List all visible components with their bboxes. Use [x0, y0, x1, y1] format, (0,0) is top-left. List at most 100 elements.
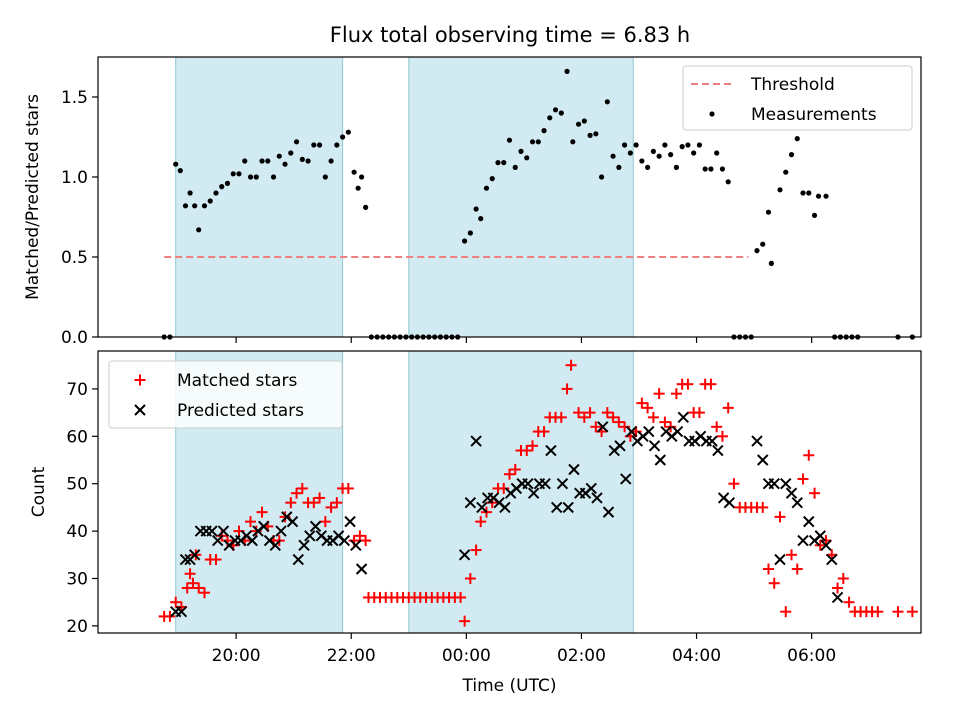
measurement-point — [547, 115, 553, 121]
observing-window — [408, 56, 634, 338]
measurement-point — [714, 150, 720, 156]
predicted-star-point — [476, 501, 488, 514]
y-tick-label: 0.0 — [61, 328, 88, 348]
measurement-point — [230, 171, 236, 177]
measurement-point — [187, 190, 193, 196]
x-tick-label: 04:00 — [672, 646, 721, 666]
matched-star-point — [187, 577, 199, 589]
predicted-star-point — [286, 515, 299, 528]
y-tick-label: 70 — [66, 380, 88, 400]
measurement-point — [177, 168, 183, 174]
measurement-point — [800, 190, 806, 196]
measurement-point — [587, 132, 593, 138]
measurement-point — [593, 131, 599, 137]
measurement-point — [276, 153, 282, 159]
predicted-star-point — [464, 496, 477, 509]
matched-star-point — [843, 596, 855, 608]
matched-star-point — [670, 388, 682, 400]
measurement-point — [685, 142, 691, 148]
predicted-star-point — [344, 515, 356, 528]
predicted-stars-points — [169, 411, 844, 618]
measurement-point — [535, 139, 541, 145]
predicted-star-point — [620, 473, 632, 485]
measurement-point — [604, 99, 610, 105]
measurement-point — [473, 206, 479, 212]
predicted-star-point — [774, 553, 786, 566]
measurement-point — [259, 158, 265, 164]
predicted-star-point — [643, 425, 655, 438]
matched-star-point — [325, 501, 337, 513]
measurement-point — [529, 139, 536, 145]
measurement-point — [363, 204, 369, 210]
matched-star-point — [636, 397, 648, 409]
predicted-star-point — [757, 454, 769, 466]
matched-star-point — [527, 440, 539, 452]
measurement-point — [552, 107, 559, 113]
predicted-star-point — [780, 477, 792, 490]
x-tick-label: 20:00 — [212, 646, 261, 666]
measurement-point — [483, 185, 490, 191]
predicted-star-point — [831, 591, 844, 604]
predicted-star-point — [269, 539, 281, 552]
matched-star-point — [521, 445, 533, 457]
ratio-legend-box — [682, 65, 913, 131]
matched-star-point — [653, 388, 665, 400]
legend-threshold-label: Threshold — [750, 75, 835, 95]
measurement-point — [633, 142, 639, 148]
matched-star-point — [210, 554, 222, 566]
measurement-point — [351, 169, 357, 175]
measurement-point — [783, 169, 789, 175]
measurement-point — [316, 142, 323, 148]
measurement-point — [322, 174, 328, 180]
matched-star-point — [642, 402, 654, 414]
matched-star-point — [285, 497, 297, 509]
matched-star-point — [504, 468, 515, 480]
matched-star-point — [181, 582, 193, 594]
measurement-point — [282, 161, 288, 167]
predicted-star-point — [556, 477, 569, 490]
predicted-star-point — [217, 525, 230, 537]
predicted-star-point — [614, 440, 626, 452]
predicted-star-point — [527, 487, 540, 499]
matched-star-point — [470, 544, 482, 556]
legend-measurements-label: Measurements — [751, 105, 877, 125]
matched-star-point — [291, 487, 303, 499]
matched-star-point — [590, 421, 602, 433]
predicted-star-point — [292, 553, 304, 566]
matched-star-point — [797, 473, 809, 485]
matched-star-point — [682, 378, 694, 390]
predicted-star-point — [671, 425, 684, 438]
measurement-point — [598, 174, 605, 180]
measurement-point — [265, 158, 271, 164]
matched-star-point — [613, 416, 625, 428]
measurement-point — [754, 248, 760, 254]
measurement-point — [358, 174, 365, 180]
matched-star-point — [170, 596, 182, 608]
predicted-star-point — [585, 482, 597, 495]
matched-star-point — [832, 582, 844, 594]
measurement-point — [650, 148, 656, 154]
predicted-star-point — [350, 539, 362, 552]
matched-star-point — [711, 421, 723, 433]
predicted-star-point — [355, 563, 368, 575]
predicted-star-point — [212, 534, 224, 547]
measurement-point — [768, 260, 774, 266]
matched-star-point — [475, 516, 487, 528]
x-axis-label: Time (UTC) — [462, 676, 557, 696]
y-tick-label: 0.5 — [61, 248, 88, 268]
predicted-star-point — [562, 501, 574, 514]
predicted-star-point — [654, 454, 666, 466]
measurement-point — [668, 152, 674, 158]
measurement-point — [719, 166, 726, 172]
matched-star-point — [342, 482, 354, 494]
predicted-star-point — [602, 506, 615, 518]
count-legend: Matched stars Predicted stars — [108, 360, 343, 429]
ratio-y-ticks: 0.0 0.5 1.0 1.5 — [61, 88, 98, 348]
measurement-point — [173, 161, 179, 167]
measurement-point — [610, 153, 616, 159]
matched-star-point — [308, 497, 320, 509]
matched-star-point — [791, 563, 803, 575]
measurement-point — [673, 164, 680, 170]
predicted-star-point — [545, 444, 557, 457]
matched-star-point — [565, 359, 577, 371]
